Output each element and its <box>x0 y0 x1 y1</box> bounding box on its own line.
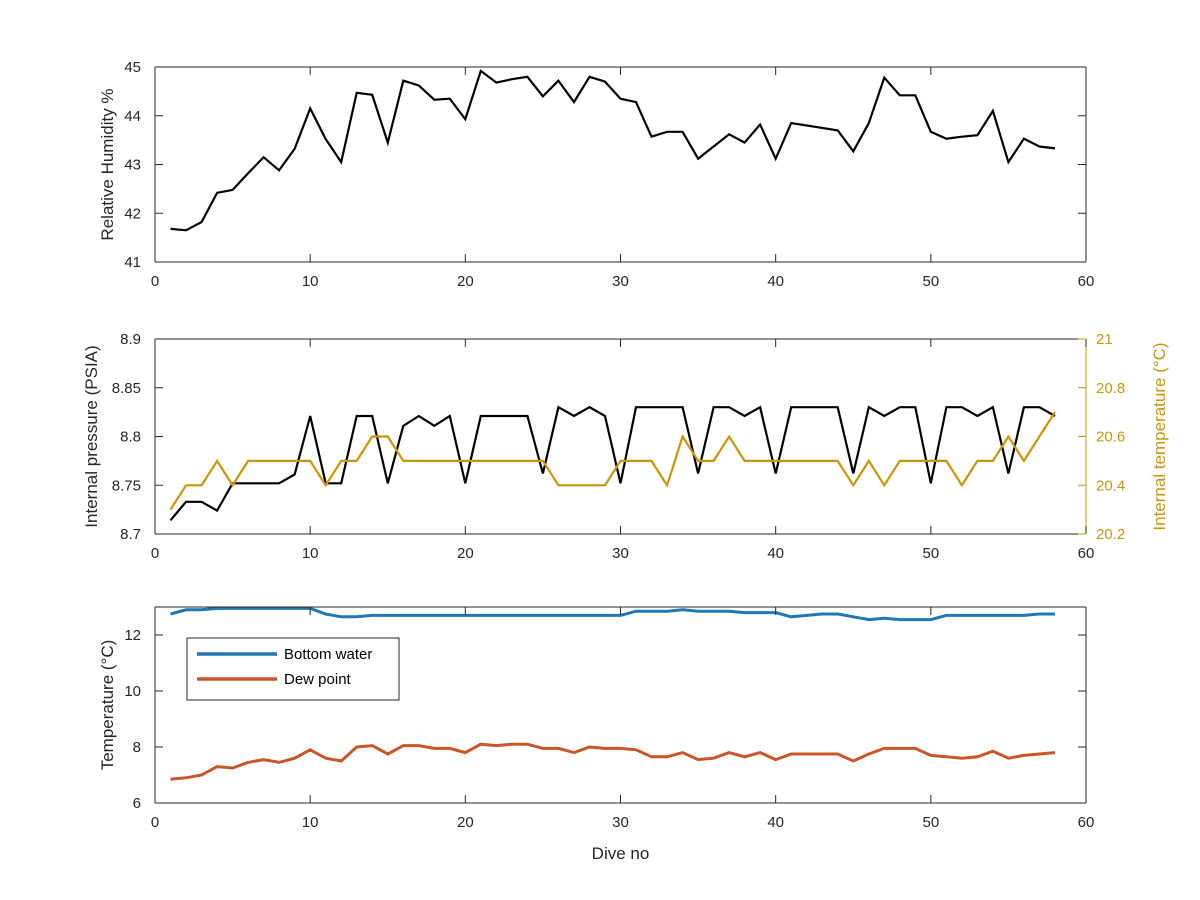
y-tick-label: 43 <box>124 157 141 174</box>
y-tick-label-right: 20.8 <box>1096 380 1125 397</box>
x-tick-label: 40 <box>767 814 784 831</box>
y-axis-label: Relative Humidity % <box>98 88 117 240</box>
x-tick-label: 10 <box>302 273 319 290</box>
x-tick-label: 50 <box>922 273 939 290</box>
y-tick-label-right: 20.2 <box>1096 526 1125 543</box>
x-axis-label: Dive no <box>592 844 650 863</box>
legend-label: Dew point <box>284 671 352 688</box>
x-tick-label: 50 <box>922 545 939 562</box>
x-tick-label: 40 <box>767 545 784 562</box>
subplot-1: 0 10 20 30 40 50 60 41 42 43 44 45 Relative Humidity… <box>98 59 1094 290</box>
y-tick-label: 12 <box>124 627 141 644</box>
x-tick-label: 10 <box>302 545 319 562</box>
subplot-2: 0 10 20 30 40 50 60 8.7 8.75 8.8 8.85 8.9 20.2 20.4 20… <box>82 331 1169 562</box>
y-tick-label-right: 21 <box>1096 331 1113 348</box>
x-tick-label: 60 <box>1078 545 1095 562</box>
x-tick-label: 20 <box>457 814 474 831</box>
x-tick-label: 0 <box>151 545 159 562</box>
series-line-1 <box>170 69 1056 232</box>
y-tick-label: 8.8 <box>120 429 141 446</box>
x-tick-label: 0 <box>151 273 159 290</box>
y-tick-label: 42 <box>124 205 141 222</box>
y-tick-label: 8.85 <box>112 380 141 397</box>
y-tick-label: 44 <box>124 108 141 125</box>
y-tick-label: 6 <box>133 795 141 812</box>
x-tick-label: 60 <box>1078 814 1095 831</box>
x-tick-label: 50 <box>922 814 939 831</box>
legend-label: Bottom water <box>284 646 372 663</box>
x-tick-label: 20 <box>457 273 474 290</box>
y-axis-label-right: Internal temperature (°C) <box>1150 342 1169 530</box>
subplot-3: 0 10 20 30 40 50 60 6 8 10 12 Temperature (°C) Dive … <box>98 606 1095 863</box>
y-tick-label: 8.75 <box>112 477 141 494</box>
y-tick-label: 8.7 <box>120 526 141 543</box>
x-tick-label: 40 <box>767 273 784 290</box>
series-line-2 <box>169 411 1056 511</box>
x-tick-label: 30 <box>612 545 629 562</box>
x-tick-label: 60 <box>1078 273 1095 290</box>
y-tick-label: 45 <box>124 59 141 76</box>
legend <box>186 637 400 701</box>
series-line-2 <box>170 742 1056 781</box>
y-tick-label-right: 20.6 <box>1096 429 1125 446</box>
y-tick-label: 10 <box>124 683 141 700</box>
y-tick-label: 8.9 <box>120 331 141 348</box>
x-tick-label: 20 <box>457 545 474 562</box>
y-axis-label: Temperature (°C) <box>98 640 117 771</box>
series-line-1 <box>169 405 1056 522</box>
x-tick-label: 30 <box>612 814 629 831</box>
y-tick-label: 41 <box>124 254 141 271</box>
y-tick-label-right: 20.4 <box>1096 477 1125 494</box>
x-tick-label: 10 <box>302 814 319 831</box>
series-line-1 <box>170 606 1055 622</box>
y-axis-label: Internal pressure (PSIA) <box>82 345 101 527</box>
y-tick-label: 8 <box>133 739 141 756</box>
x-tick-label: 30 <box>612 273 629 290</box>
x-tick-label: 0 <box>151 814 159 831</box>
